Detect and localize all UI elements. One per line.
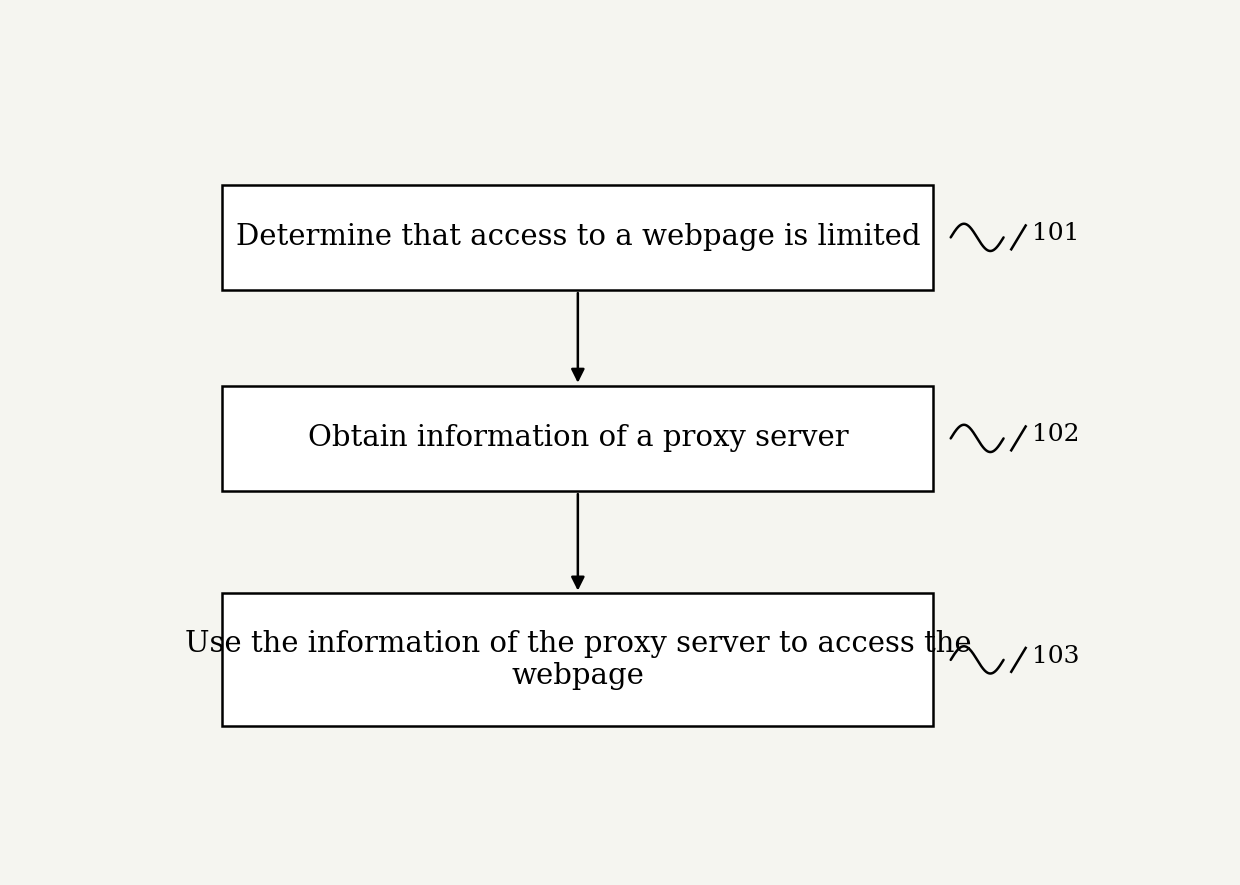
FancyBboxPatch shape — [222, 594, 934, 727]
Text: 101: 101 — [1033, 222, 1080, 245]
FancyBboxPatch shape — [222, 386, 934, 491]
FancyBboxPatch shape — [222, 185, 934, 290]
Text: 103: 103 — [1033, 645, 1080, 668]
Text: Obtain information of a proxy server: Obtain information of a proxy server — [308, 425, 848, 452]
Text: Use the information of the proxy server to access the
webpage: Use the information of the proxy server … — [185, 630, 971, 690]
Text: 102: 102 — [1033, 424, 1080, 447]
Text: Determine that access to a webpage is limited: Determine that access to a webpage is li… — [236, 223, 920, 251]
